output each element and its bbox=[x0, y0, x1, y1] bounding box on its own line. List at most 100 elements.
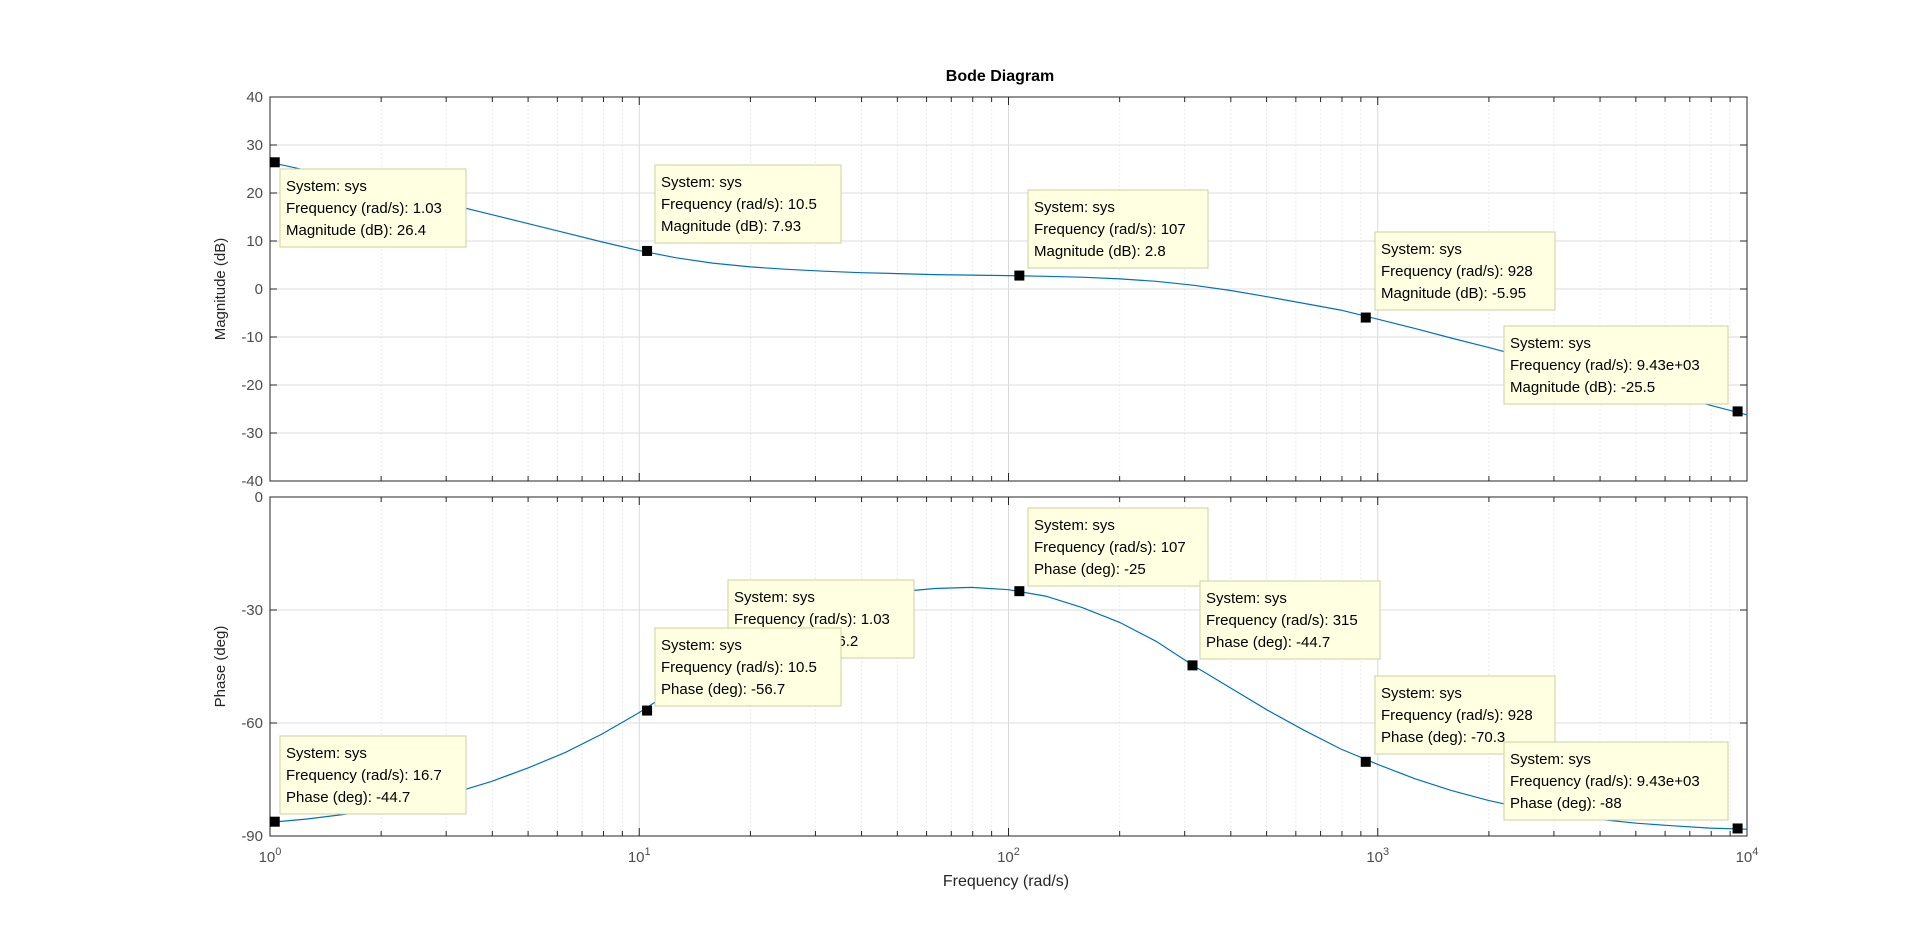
datatip[interactable]: System: sys Frequency (rad/s): 10.5 Magnit… bbox=[642, 164, 842, 256]
datatip-line: Frequency (rad/s): 9.43e+03 bbox=[1510, 357, 1700, 374]
datatip-box bbox=[279, 735, 467, 815]
datatip-box bbox=[1027, 507, 1209, 587]
datatip-box bbox=[654, 627, 842, 707]
datatip[interactable]: System: sys Frequency (rad/s): 1.03 Magnit… bbox=[269, 157, 467, 248]
datatip-line: Frequency (rad/s): 928 bbox=[1381, 263, 1533, 280]
y-tick-label: -40 bbox=[241, 473, 263, 490]
datatip-box bbox=[1503, 325, 1729, 405]
x-tick-label: 100 bbox=[259, 846, 282, 866]
datatip-box bbox=[1199, 580, 1381, 660]
datatip-line: Phase (deg): -70.3 bbox=[1381, 729, 1505, 746]
datatip-marker[interactable] bbox=[1732, 406, 1743, 417]
datatip[interactable]: System: sys Frequency (rad/s): 10.5 Phase … bbox=[642, 627, 842, 716]
datatip-line: System: sys bbox=[661, 637, 742, 654]
x-tick-label: 102 bbox=[997, 846, 1020, 866]
datatip-marker[interactable] bbox=[1187, 660, 1198, 671]
magnitude-curve bbox=[269, 161, 1748, 416]
datatip-line: System: sys bbox=[1510, 335, 1591, 352]
datatip-line: Phase (deg): -44.7 bbox=[1206, 634, 1330, 651]
y-tick-label: 30 bbox=[246, 137, 263, 154]
datatip-box bbox=[1027, 189, 1209, 269]
magnitude-datatips[interactable]: System: sys Frequency (rad/s): 1.03 Magnit… bbox=[269, 157, 1743, 417]
y-tick-label: -90 bbox=[241, 828, 263, 845]
y-tick-label: 40 bbox=[246, 89, 263, 106]
datatip-line: System: sys bbox=[661, 174, 742, 191]
x-tick-base: 10 bbox=[259, 849, 276, 866]
datatip-marker[interactable] bbox=[1014, 270, 1025, 281]
datatip-marker[interactable] bbox=[1732, 823, 1743, 834]
datatip-line: Frequency (rad/s): 9.43e+03 bbox=[1510, 773, 1700, 790]
datatip-line: System: sys bbox=[734, 589, 815, 606]
y-tick-label: 10 bbox=[246, 233, 263, 250]
datatip-marker[interactable] bbox=[269, 157, 280, 168]
y-tick-label: 0 bbox=[255, 489, 263, 506]
datatip[interactable]: System: sys Frequency (rad/s): 928 Magnitu… bbox=[1360, 231, 1556, 323]
datatip-line: Phase (deg): -56.7 bbox=[661, 681, 785, 698]
y-tick-label: 20 bbox=[246, 185, 263, 202]
x-axis-label: Frequency (rad/s) bbox=[943, 873, 1069, 890]
x-tick-base: 10 bbox=[997, 849, 1014, 866]
datatip-box bbox=[279, 168, 467, 248]
datatip-line: Magnitude (dB): -5.95 bbox=[1381, 285, 1526, 302]
datatip-line: Magnitude (dB): 7.93 bbox=[661, 218, 801, 235]
datatip[interactable]: System: sys Frequency (rad/s): 9.43e+03 Ma… bbox=[1503, 325, 1743, 417]
x-tick-exponent: 1 bbox=[645, 846, 651, 858]
datatip-box bbox=[654, 164, 842, 244]
datatip-line: Frequency (rad/s): 10.5 bbox=[661, 659, 817, 676]
x-tick-exponent: 0 bbox=[275, 846, 281, 858]
datatip-line: System: sys bbox=[1381, 685, 1462, 702]
datatip-marker[interactable] bbox=[642, 705, 653, 716]
datatip-line: Frequency (rad/s): 107 bbox=[1034, 221, 1186, 238]
datatip-line: Magnitude (dB): 2.8 bbox=[1034, 243, 1166, 260]
datatip[interactable]: System: sys Frequency (rad/s): 928 Phase (… bbox=[1360, 675, 1556, 767]
datatip-marker[interactable] bbox=[269, 816, 280, 827]
datatip-line: Frequency (rad/s): 1.03 bbox=[734, 611, 890, 628]
datatip-line: Magnitude (dB): -25.5 bbox=[1510, 379, 1655, 396]
phase-curve bbox=[269, 586, 1748, 830]
datatip-line: Frequency (rad/s): 10.5 bbox=[661, 196, 817, 213]
datatip-line: Frequency (rad/s): 1.03 bbox=[286, 200, 442, 217]
datatip[interactable]: System: sys Frequency (rad/s): 107 Magnitu… bbox=[1014, 189, 1209, 281]
datatip-line: Phase (deg): -88 bbox=[1510, 795, 1622, 812]
chart-title: Bode Diagram bbox=[946, 68, 1054, 85]
datatip-line: System: sys bbox=[1510, 751, 1591, 768]
phase-y-axis-label: Phase (deg) bbox=[212, 626, 229, 708]
datatip[interactable]: System: sys Frequency (rad/s): 9.43e+03 Ph… bbox=[1503, 741, 1743, 834]
magnitude-panel: 40 30 20 10 0 -10 -20 -30 -40 Magnitude (dB) Sys… bbox=[212, 89, 1748, 490]
x-tick-label: 103 bbox=[1366, 846, 1389, 866]
datatip-marker[interactable] bbox=[1360, 756, 1371, 767]
datatip-line: System: sys bbox=[1206, 590, 1287, 607]
x-tick-base: 10 bbox=[1736, 849, 1753, 866]
datatip-line: System: sys bbox=[1034, 517, 1115, 534]
datatip-box bbox=[1374, 675, 1556, 755]
datatip-line: System: sys bbox=[1381, 241, 1462, 258]
datatip-line: System: sys bbox=[1034, 199, 1115, 216]
datatip-line: Phase (deg): -25 bbox=[1034, 561, 1146, 578]
x-tick-base: 10 bbox=[628, 849, 645, 866]
phase-axes-box bbox=[269, 496, 1748, 837]
datatip-box bbox=[1374, 231, 1556, 311]
datatip[interactable]: System: sys Frequency (rad/s): 315 Phase (… bbox=[1187, 580, 1381, 671]
phase-panel: 0 -30 -60 -90 Phase (deg) System: sys Freque… bbox=[212, 489, 1748, 845]
phase-datatips[interactable]: System: sys Frequency (rad/s): 1.03 Phase … bbox=[269, 507, 1743, 834]
datatip-marker[interactable] bbox=[1360, 312, 1371, 323]
datatip[interactable]: System: sys Frequency (rad/s): 107 Phase (… bbox=[1014, 507, 1209, 597]
datatip-line: System: sys bbox=[286, 178, 367, 195]
y-tick-label: -60 bbox=[241, 715, 263, 732]
datatip-line: Phase (deg): -44.7 bbox=[286, 789, 410, 806]
datatip-marker[interactable] bbox=[642, 245, 653, 256]
datatip-box bbox=[1503, 741, 1729, 821]
datatip-line: Frequency (rad/s): 107 bbox=[1034, 539, 1186, 556]
x-tick-label: 101 bbox=[628, 846, 651, 866]
x-tick-exponent: 2 bbox=[1014, 846, 1020, 858]
x-tick-exponent: 4 bbox=[1752, 846, 1758, 858]
datatip-line: Frequency (rad/s): 928 bbox=[1381, 707, 1533, 724]
magnitude-y-ticks: 40 30 20 10 0 -10 -20 -30 -40 bbox=[241, 89, 1747, 490]
y-tick-label: -20 bbox=[241, 377, 263, 394]
datatip-line: Frequency (rad/s): 315 bbox=[1206, 612, 1358, 629]
y-tick-label: 0 bbox=[255, 281, 263, 298]
datatip-marker[interactable] bbox=[1014, 586, 1025, 597]
magnitude-y-axis-label: Magnitude (dB) bbox=[212, 238, 229, 341]
datatip[interactable]: System: sys Frequency (rad/s): 16.7 Phase … bbox=[279, 660, 727, 815]
